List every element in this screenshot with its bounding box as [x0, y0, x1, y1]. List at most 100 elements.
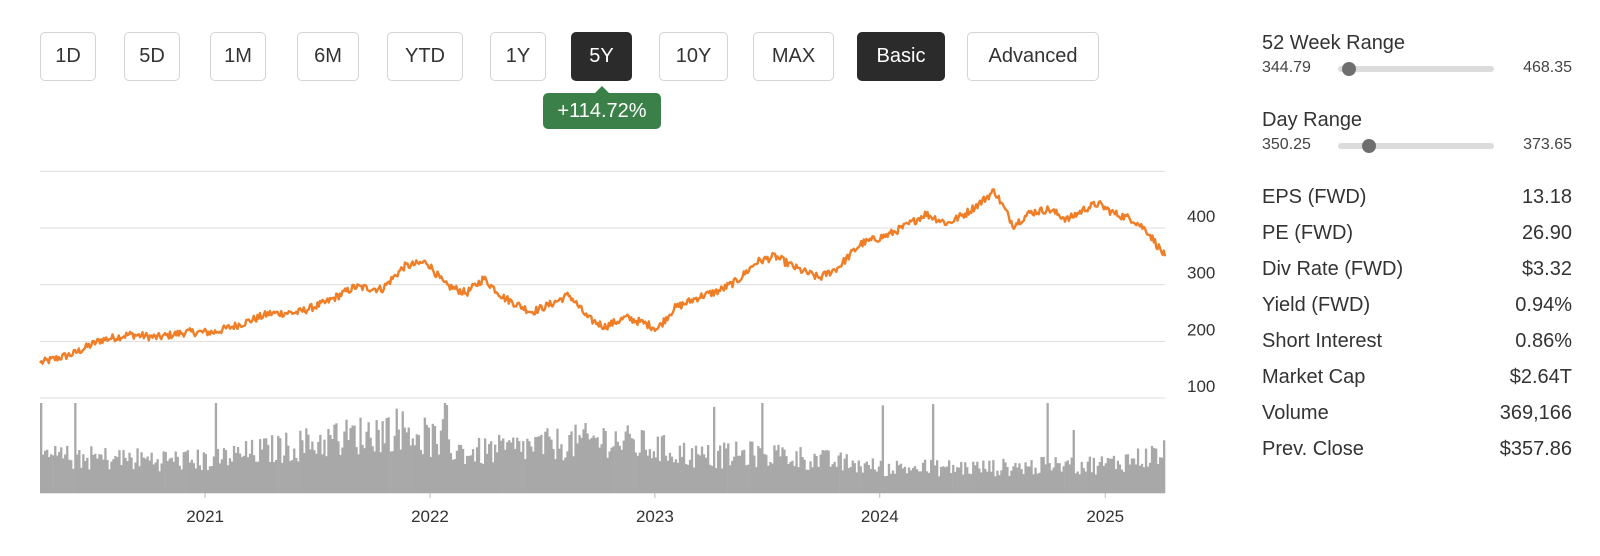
volume-bar	[148, 460, 151, 493]
volume-bar	[50, 454, 53, 493]
volume-bar	[807, 469, 810, 493]
volume-bar	[381, 421, 384, 493]
volume-bar	[130, 457, 133, 493]
volume-bar	[240, 457, 244, 493]
volume-bar	[1096, 465, 1099, 493]
volume-bar	[942, 466, 945, 493]
stat-value: 0.86%	[1515, 329, 1572, 352]
volume-bar	[763, 453, 766, 493]
volume-bar	[255, 461, 258, 493]
volume-bar	[684, 464, 688, 493]
volume-bar	[196, 449, 199, 493]
volume-bar	[656, 436, 659, 493]
volume-bar	[1152, 448, 1156, 493]
volume-bar	[252, 455, 256, 493]
volume-bar	[771, 463, 774, 493]
range-button-max[interactable]: MAX	[753, 32, 834, 81]
volume-bar	[676, 462, 680, 493]
stat-row-pe: PE (FWD) 26.90	[1262, 219, 1572, 247]
volume-bar	[827, 450, 830, 493]
volume-bar	[618, 445, 621, 493]
volume-bar	[747, 464, 750, 493]
volume-bar	[819, 454, 822, 493]
range-button-1y[interactable]: 1Y	[490, 32, 546, 81]
range-button-10y[interactable]: 10Y	[659, 32, 728, 81]
volume-bar	[1130, 458, 1134, 493]
volume-bar	[419, 449, 422, 493]
volume-bar	[74, 403, 77, 493]
range-button-5y[interactable]: 5Y	[571, 32, 632, 81]
volume-bar	[343, 431, 346, 493]
volume-bar	[753, 455, 756, 493]
volume-bar	[642, 430, 645, 493]
volume-bar	[560, 444, 563, 493]
stat-row-yield: Yield (FWD) 0.94%	[1262, 291, 1572, 319]
mode-button-basic[interactable]: Basic	[857, 32, 945, 81]
volume-bar	[136, 448, 139, 493]
volume-bar	[895, 460, 899, 493]
volume-bar	[192, 463, 195, 493]
volume-bar	[126, 461, 129, 493]
volume-bar	[662, 435, 666, 493]
volume-bar	[512, 437, 515, 493]
volume-bar	[429, 456, 432, 493]
volume-bar	[966, 467, 969, 493]
volume-bar	[1148, 462, 1152, 493]
mode-button-advanced[interactable]: Advanced	[967, 32, 1099, 81]
volume-bar	[520, 451, 523, 493]
stat-value: $357.86	[1499, 437, 1572, 460]
percent-change-badge: +114.72%	[543, 86, 661, 129]
volume-bar	[574, 424, 577, 493]
volume-bar	[516, 437, 519, 493]
volume-bar	[907, 467, 911, 493]
volume-bar	[1159, 457, 1162, 493]
volume-bar	[871, 458, 874, 493]
range-button-ytd[interactable]: YTD	[387, 32, 463, 81]
volume-bar	[799, 447, 802, 493]
stat-value: 369,166	[1499, 401, 1572, 424]
volume-bar	[295, 458, 298, 493]
volume-bar	[558, 448, 561, 493]
range-button-5d[interactable]: 5D	[124, 32, 180, 81]
volume-bar	[68, 459, 71, 493]
stat-row-volume: Volume 369,166	[1262, 399, 1572, 427]
volume-bar	[279, 438, 282, 493]
day-range-row: 350.25 373.65	[1262, 134, 1572, 156]
volume-bar	[391, 451, 394, 493]
volume-bar	[341, 447, 344, 493]
volume-bar	[616, 441, 619, 493]
volume-bar	[954, 471, 957, 493]
volume-bar	[538, 436, 541, 493]
volume-bar	[911, 467, 915, 493]
volume-bar	[1018, 463, 1021, 493]
volume-bar	[727, 443, 730, 493]
range-button-1m[interactable]: 1M	[210, 32, 266, 81]
volume-bar	[948, 460, 951, 493]
stat-value: 0.94%	[1515, 293, 1572, 316]
range-button-1d[interactable]: 1D	[40, 32, 96, 81]
volume-bar	[640, 430, 643, 493]
volume-bar	[413, 445, 416, 493]
volume-bar	[1092, 457, 1095, 493]
volume-bar	[369, 437, 372, 493]
stat-row-short-interest: Short Interest 0.86%	[1262, 327, 1572, 355]
volume-bar	[357, 454, 360, 493]
volume-bar	[178, 465, 181, 493]
volume-bar	[1020, 469, 1023, 493]
volume-bar	[263, 438, 266, 493]
volume-bar	[323, 439, 326, 493]
volume-bar	[813, 453, 816, 493]
week52-range-label: 52 Week Range	[1262, 32, 1406, 54]
volume-bar	[291, 460, 294, 493]
volume-bar	[389, 451, 392, 493]
stat-label: EPS (FWD)	[1262, 185, 1367, 208]
range-button-6m[interactable]: 6M	[297, 32, 359, 81]
volume-bar	[1102, 465, 1105, 493]
volume-bar	[986, 471, 989, 493]
volume-bar	[449, 453, 453, 493]
volume-bar	[791, 460, 794, 493]
volume-bar	[654, 457, 657, 493]
volume-bar	[349, 428, 352, 493]
volume-bar	[875, 471, 878, 493]
stat-row-market-cap: Market Cap $2.64T	[1262, 363, 1572, 391]
